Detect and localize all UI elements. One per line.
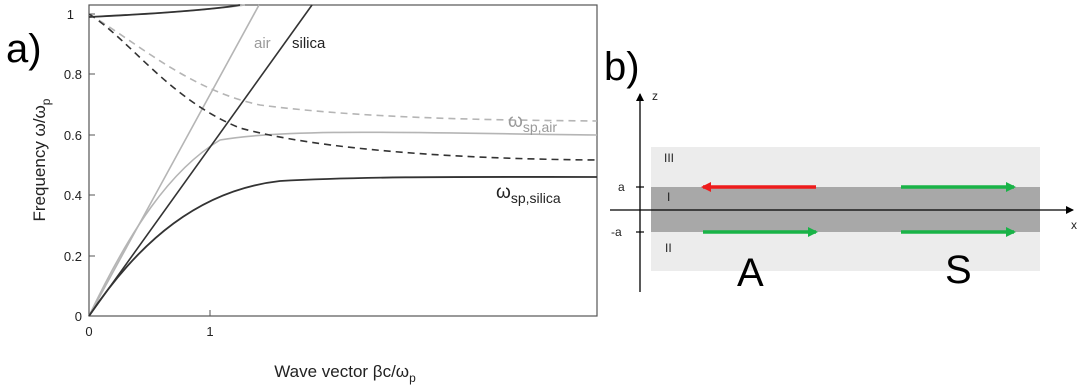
y-tick-label: 0.2 [64,249,82,264]
region-label-ii: II [665,241,672,255]
sp-silica-label: ωsp,silica [496,182,561,206]
tick-minus-a: -a [611,225,622,239]
panel-a-label: a) [6,27,42,71]
x-axis-label: x [1071,218,1077,232]
x-tick-label: 0 [85,324,92,339]
x-ticks: 0 1 [85,310,214,339]
y-tick-label: 1 [67,7,74,22]
x-axis-title: Wave vector βc/ωp [274,362,416,385]
silica-label: silica [292,35,326,52]
y-tick-label: 0 [75,309,82,324]
silica-upper-branch [88,4,241,18]
air-light-line [88,4,260,317]
silica-light-line [88,4,313,317]
y-axis-title: Frequency ω/ωp [30,98,53,221]
mode-label-a: A [737,251,764,295]
x-tick-label: 1 [206,324,213,339]
silica-dashed-curve [88,13,598,161]
region-label-i: I [667,190,670,204]
y-tick-label: 0.8 [64,67,82,82]
air-plasmon-curve [88,131,598,317]
panel-a: a) 0 0.2 0.4 0.6 0.8 1 0 1 Frequency ω/ω… [6,4,598,385]
y-ticks: 0 0.2 0.4 0.6 0.8 1 [64,7,95,324]
mode-label-s: S [945,248,972,292]
air-dashed-curve [88,13,598,122]
sp-air-label: ωsp,air [508,111,557,135]
panel-b-label: b) [604,45,640,89]
panel-b: b) z x a -a III I II A S [604,45,1077,295]
air-label: air [254,35,271,52]
y-tick-label: 0.6 [64,128,82,143]
z-axis-label: z [652,89,658,103]
silica-plasmon-curve [88,176,598,317]
region-label-iii: III [664,151,674,165]
tick-a: a [618,180,625,194]
plot-frame [88,4,598,317]
y-tick-label: 0.4 [64,188,82,203]
